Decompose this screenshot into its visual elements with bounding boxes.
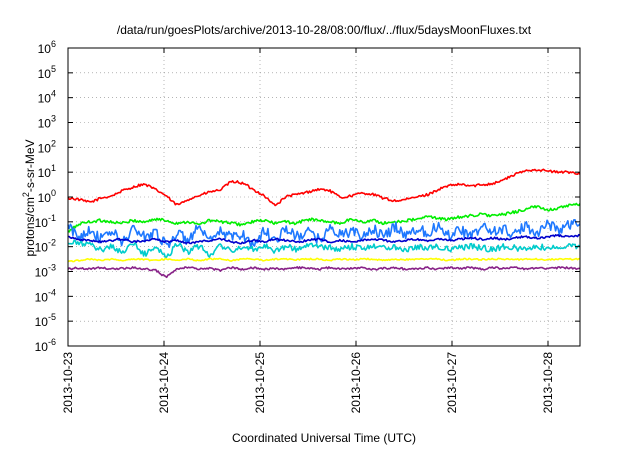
- y-tick-label: 100: [38, 188, 56, 205]
- series-line-0: [67, 168, 581, 207]
- x-tick-label: 2013-10-25: [253, 352, 267, 414]
- plot-frame: [67, 47, 581, 347]
- y-axis-label-unit: protons/cm: [23, 197, 37, 256]
- series-line-5: [67, 257, 581, 263]
- y-tick-label: 10-4: [35, 287, 56, 304]
- y-tick-label: 10-3: [35, 263, 56, 280]
- x-tick-label: 2013-10-23: [61, 352, 75, 414]
- x-tick-label: 2013-10-24: [157, 352, 171, 414]
- y-tick-label: 103: [38, 114, 56, 131]
- y-axis-label-rest: -s-sr-MeV: [23, 139, 37, 192]
- y-tick-label: 10-1: [35, 213, 56, 230]
- y-tick-label: 10-2: [35, 238, 56, 255]
- x-tick-label: 2013-10-27: [445, 352, 459, 414]
- series-line-2: [67, 219, 581, 249]
- x-tick-label: 2013-10-28: [541, 352, 555, 414]
- y-tick-label: 10-5: [35, 312, 56, 329]
- x-tick-labels: 2013-10-23 2013-10-24 2013-10-25 2013-10-26…: [61, 48, 555, 413]
- y-tick-label: 105: [38, 64, 56, 81]
- series-line-4: [67, 233, 581, 245]
- y-axis-label-superscript: 2: [21, 192, 31, 197]
- y-tick-labels: 10-6 10-5 10-4 10-3 10-2 10-1 100 101 102 103 104 1…: [35, 39, 580, 354]
- series-layer: [67, 168, 581, 279]
- y-tick-label: 10-6: [35, 337, 56, 354]
- series-line-3: [67, 239, 581, 259]
- chart-title: /data/run/goesPlots/archive/2013-10-28/0…: [117, 23, 532, 37]
- x-axis-label: Coordinated Universal Time (UTC): [232, 431, 416, 445]
- series-line-6: [67, 266, 581, 279]
- series-line-1: [67, 202, 581, 233]
- x-tick-label: 2013-10-26: [349, 352, 363, 414]
- y-axis-label: protons/cm2-s-sr-MeV: [21, 139, 37, 256]
- grid-layer: [68, 48, 580, 346]
- y-tick-label: 101: [38, 163, 56, 180]
- y-tick-label: 104: [38, 89, 56, 106]
- y-tick-label: 106: [38, 39, 56, 56]
- y-tick-label: 102: [38, 138, 56, 155]
